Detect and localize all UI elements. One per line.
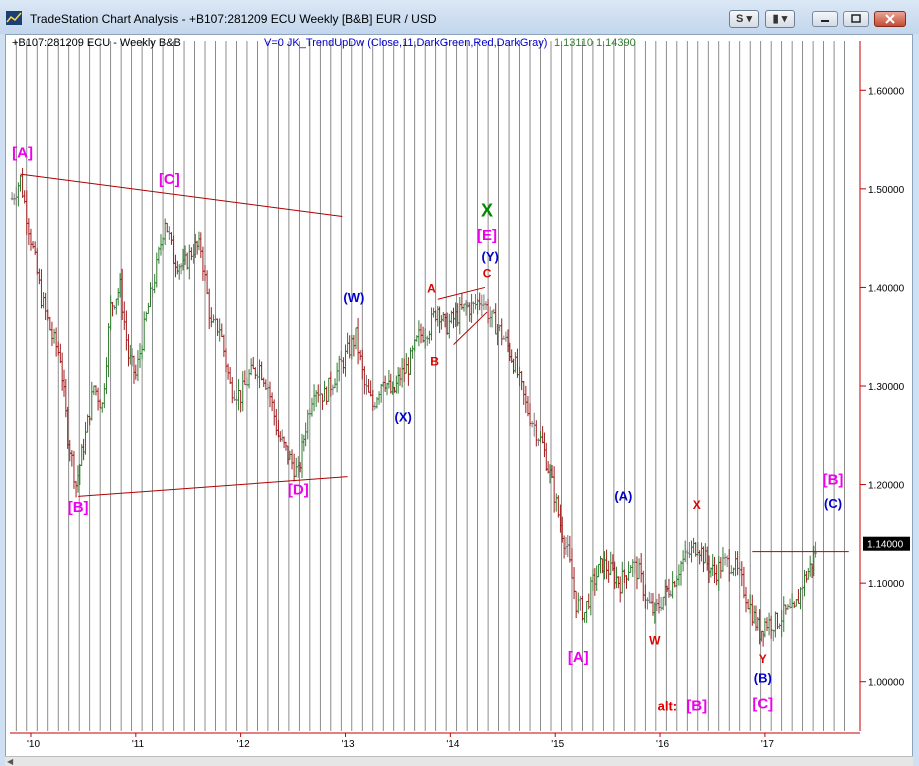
chevron-down-icon: ▾ [746, 13, 752, 25]
trendline [437, 286, 486, 300]
restore-icon [851, 14, 861, 23]
wave-label: [C] [159, 171, 180, 188]
close-icon [885, 14, 895, 24]
wave-label: [E] [477, 227, 497, 244]
last-price-label: 1.14000 [867, 540, 904, 551]
chart-canvas[interactable]: [A] [C] [B] [D] (W) (X) A B C X [E] (Y) [A] (A) W X Y (B)… [6, 35, 912, 757]
wave-label: [A] [568, 649, 589, 666]
wave-label: [B] [686, 697, 707, 714]
time-axis-tick-label: '15 [551, 739, 564, 750]
wave-label: [C] [752, 695, 773, 712]
trendlines [20, 173, 849, 553]
restore-button[interactable] [843, 11, 869, 27]
wave-label: [B] [823, 472, 844, 489]
s-dropdown-button[interactable]: S ▾ [729, 10, 759, 28]
time-axis-tick-label: '11 [132, 739, 145, 750]
price-axis-tick-label: 1.40000 [868, 283, 905, 294]
time-axis-tick-label: '16 [656, 739, 669, 750]
wave-label: C [483, 267, 492, 281]
chart-symbol-label: +B107:281209 ECU - Weekly B&B [12, 37, 181, 49]
wave-label: W [649, 633, 661, 647]
trendline [78, 476, 348, 497]
wave-label: [D] [288, 481, 309, 498]
indicator-label: V=0 JK_TrendUpDw (Close,11,DarkGreen,Red… [264, 37, 547, 49]
close-button[interactable] [874, 11, 906, 27]
wave-labels: [A] [C] [B] [D] (W) (X) A B C X [E] (Y) [A] (A) W X Y (B)… [12, 144, 843, 714]
trendline [20, 173, 343, 217]
time-axis-tick-label: '14 [446, 739, 459, 750]
chart-frame: [A] [C] [B] [D] (W) (X) A B C X [E] (Y) [A] (A) W X Y (B)… [5, 34, 913, 760]
chart-app-icon [6, 11, 22, 25]
price-axis-tick-label: 1.20000 [868, 481, 905, 492]
wave-label: (W) [343, 290, 364, 305]
price-axis-tick-label: 1.60000 [868, 86, 905, 97]
scroll-left-icon[interactable]: ◀ [7, 757, 14, 766]
wave-label: [A] [12, 144, 33, 161]
horizontal-scrollbar[interactable]: ◀ [5, 756, 913, 766]
indicator-value-2: 1.14390 [596, 37, 636, 49]
price-axis-tick-label: 1.30000 [868, 382, 905, 393]
title-bar[interactable]: TradeStation Chart Analysis - +B107:2812… [0, 0, 919, 34]
wave-label: [B] [68, 499, 89, 516]
s-button-label: S [736, 13, 744, 25]
wave-label: (C) [824, 496, 842, 511]
wave-label: B [430, 354, 439, 368]
wave-label: (X) [394, 409, 411, 424]
time-axis-tick-label: '17 [761, 739, 774, 750]
indicator-value-1: 1.13110 [554, 37, 593, 49]
time-axis-tick-label: '12 [237, 739, 250, 750]
price-axis-tick-label: 1.50000 [868, 185, 905, 196]
wave-label: (B) [754, 671, 772, 686]
price-bars [10, 167, 818, 647]
minimize-button[interactable] [812, 11, 838, 27]
wave-label: X [693, 498, 701, 512]
wave-label: alt: [658, 698, 678, 713]
chevron-down-icon: ▾ [781, 13, 788, 25]
wave-label: (A) [614, 488, 632, 503]
wave-label: X [481, 200, 493, 220]
layout-dropdown-button[interactable]: ▮ ▾ [765, 10, 795, 28]
price-axis-tick-label: 1.10000 [868, 579, 905, 590]
grid-icon: ▮ [772, 13, 779, 25]
trendline [453, 311, 488, 345]
price-axis-tick-label: 1.00000 [868, 678, 905, 689]
price-axis: 1.60000 1.50000 1.40000 1.30000 1.20000 1.100… [859, 41, 910, 731]
wave-label: (Y) [482, 249, 499, 264]
time-axis: '10 '11 '12 '13 '14 '15 '16 '17 [10, 732, 860, 750]
wave-label: A [427, 281, 436, 295]
grid-lines [15, 41, 845, 731]
time-axis-tick-label: '10 [27, 739, 40, 750]
last-price-marker [863, 536, 910, 551]
window-title: TradeStation Chart Analysis - +B107:2812… [30, 12, 437, 26]
wave-label: Y [759, 652, 767, 666]
time-axis-tick-label: '13 [342, 739, 355, 750]
minimize-icon [821, 20, 829, 22]
